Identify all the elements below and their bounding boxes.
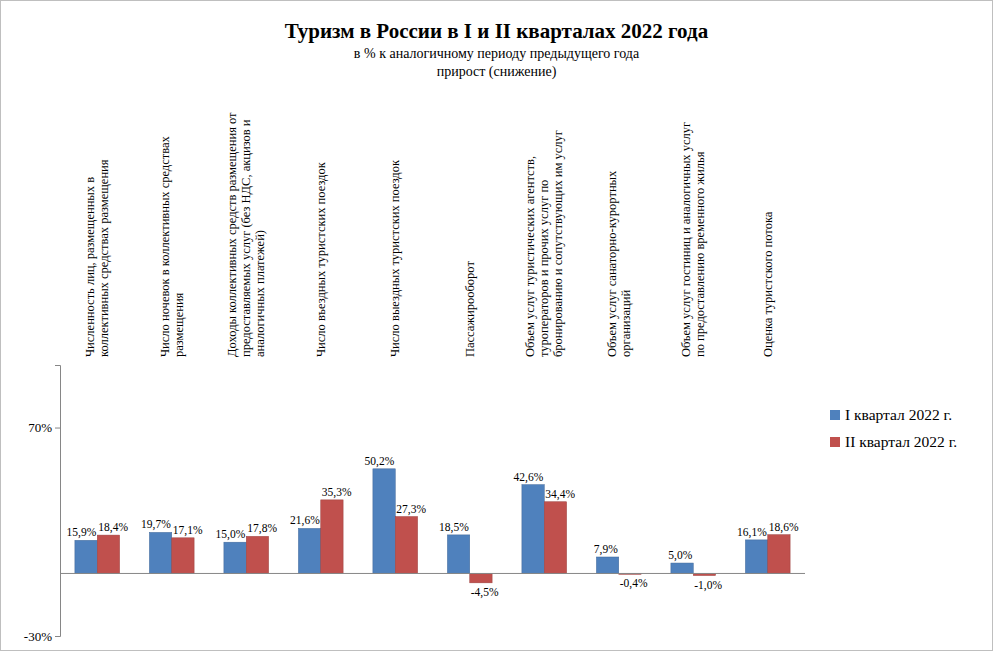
category-label-line: туроператоров и прочих услуг по: [537, 180, 551, 357]
data-label: 34,4%: [545, 488, 575, 501]
data-label: 50,2%: [365, 455, 395, 468]
data-label: 7,9%: [594, 543, 618, 556]
bar: [172, 538, 194, 574]
category-label-line: Оценка туристского потока: [761, 211, 775, 357]
bar: [470, 573, 492, 582]
bar: [522, 485, 544, 574]
y-tick-mark: [55, 636, 60, 637]
category-label-line: Число въездных туристских поездок: [314, 161, 328, 357]
bar: [596, 557, 618, 573]
category-label-line: Объем услуг гостиниц и аналогичных услуг: [679, 122, 693, 357]
bar: [97, 535, 119, 573]
y-axis-line: [55, 366, 61, 637]
category-label-line: по предоставлению временного жилья: [693, 151, 707, 357]
data-label: 5,0%: [668, 549, 692, 562]
category-label-line: Объем услуг санаторно-курортных: [605, 170, 619, 357]
data-label: 17,8%: [247, 522, 277, 535]
subtitle: в % к аналогичному периоду предыдущего г…: [354, 46, 640, 61]
data-label: 18,5%: [439, 521, 469, 534]
data-label: 18,4%: [98, 521, 128, 534]
category-label-line: организаций: [619, 290, 633, 357]
category-label: Доходы коллективных средств размещения о…: [225, 112, 267, 357]
category-label: Численность лиц, размещенных вколлективн…: [83, 159, 111, 357]
data-label: 15,9%: [67, 526, 97, 539]
bar: [395, 517, 417, 574]
data-label: 27,3%: [396, 503, 426, 516]
bar: [745, 540, 767, 574]
bar: [246, 536, 268, 573]
bar: [671, 563, 693, 573]
y-tick-mark: [55, 428, 60, 429]
data-label: 21,6%: [290, 514, 320, 527]
category-label-line: Объем услуг туристических агентств,: [523, 156, 537, 357]
category-label-line: Пассажирооборот: [463, 261, 477, 357]
y-tick: -30%: [24, 629, 60, 644]
data-label: 15,0%: [216, 528, 246, 541]
bars: [75, 469, 790, 583]
bar: [321, 500, 343, 574]
category-label: Объем услуг гостиниц и аналогичных услуг…: [679, 122, 707, 357]
legend-swatch: [830, 437, 840, 447]
category-label-line: предоставляемых услуг (без НДС, акцизов …: [239, 119, 253, 357]
bar: [373, 469, 395, 574]
data-label: 42,6%: [514, 471, 544, 484]
category-label-line: Число ночевок в коллективных средствах: [158, 135, 172, 357]
category-label-line: Число выездных туристских поездок: [388, 159, 402, 357]
y-tick-label: 70%: [28, 420, 52, 435]
category-label-line: Доходы коллективных средств размещения о…: [225, 112, 239, 357]
bar: [149, 532, 171, 573]
category-label-line: бронированию и сопутствующих им услуг: [551, 130, 565, 357]
category-label: Пассажирооборот: [463, 261, 477, 357]
category-label: Число въездных туристских поездок: [314, 161, 328, 357]
data-label: -4,5%: [471, 586, 499, 599]
y-axis: -30% 70%: [24, 366, 61, 644]
legend-label: I квартал 2022 г.: [845, 406, 952, 423]
data-label: -0,4%: [620, 577, 648, 590]
data-label: 17,1%: [173, 524, 203, 537]
legend-swatch: [830, 410, 840, 420]
legend-label: II квартал 2022 г.: [845, 433, 957, 450]
chart-border: [1, 1, 993, 651]
bar: [768, 535, 790, 574]
bar: [544, 502, 566, 574]
category-label: Число ночевок в коллективных средствахра…: [158, 135, 186, 357]
title: Туризм в России в I и II кварталах 2022 …: [285, 19, 709, 43]
data-label: -1,0%: [694, 579, 722, 592]
bar: [75, 540, 97, 573]
data-label: 35,3%: [322, 486, 352, 499]
category-label-line: размещения: [172, 292, 186, 357]
category-label-line: аналогичных платежей): [253, 230, 267, 357]
category-label: Объем услуг санаторно-курортныхорганизац…: [605, 170, 633, 357]
x-axis-line: [60, 573, 805, 574]
bar: [224, 542, 246, 573]
category-label-line: Численность лиц, размещенных в: [83, 177, 97, 357]
category-label-line: коллективных средствах размещения: [97, 159, 111, 357]
category-label: Оценка туристского потока: [761, 211, 775, 357]
bar: [298, 528, 320, 573]
legend: I квартал 2022 г. II квартал 2022 г.: [830, 406, 957, 450]
category-label: Число выездных туристских поездок: [388, 159, 402, 357]
subtitle: прирост (снижение): [437, 64, 557, 80]
bar: [447, 535, 469, 574]
category-label: Объем услуг туристических агентств,туроп…: [523, 130, 565, 357]
data-label: 16,1%: [737, 526, 767, 539]
y-tick: 70%: [28, 420, 60, 435]
y-tick-label: -30%: [24, 629, 52, 644]
data-label: 19,7%: [141, 518, 171, 531]
data-label: 18,6%: [769, 521, 799, 534]
chart: Туризм в России в I и II кварталах 2022 …: [0, 0, 993, 651]
